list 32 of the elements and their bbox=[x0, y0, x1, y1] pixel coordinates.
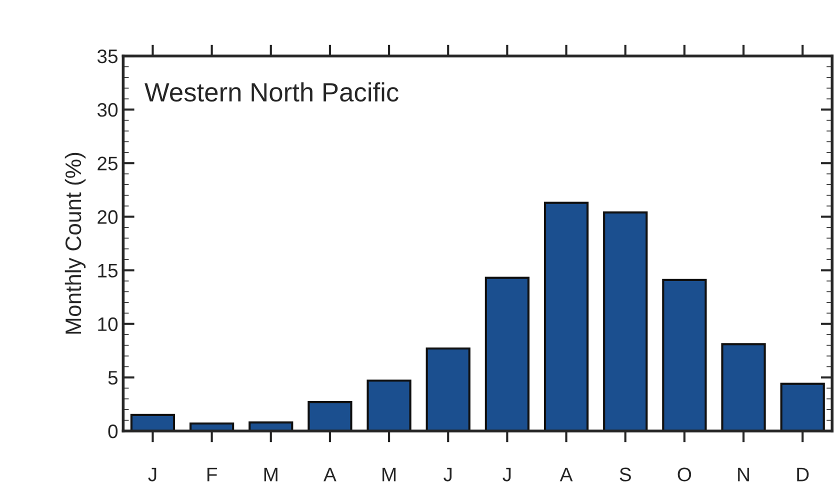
x-tick-label: J bbox=[444, 468, 452, 482]
bar bbox=[130, 414, 176, 431]
bar bbox=[484, 276, 530, 431]
bar bbox=[308, 401, 352, 431]
x-tick-label: A bbox=[560, 468, 573, 482]
bar bbox=[780, 382, 825, 431]
x-tick-label: O bbox=[678, 468, 692, 482]
bar bbox=[426, 347, 470, 431]
y-tick-label: 25 bbox=[98, 156, 118, 170]
x-tick-label: N bbox=[738, 468, 749, 482]
y-tick-label: 5 bbox=[108, 371, 118, 385]
bar bbox=[662, 278, 707, 431]
x-tick-label: F bbox=[207, 468, 217, 482]
y-tick-label: 15 bbox=[98, 264, 118, 278]
bar bbox=[603, 211, 648, 431]
y-tick-label: 20 bbox=[98, 210, 118, 224]
x-tick-label: J bbox=[148, 468, 156, 482]
x-tick-label: D bbox=[797, 468, 809, 482]
y-tick-label: 0 bbox=[108, 424, 118, 438]
bar bbox=[544, 202, 589, 431]
y-tick-label: 30 bbox=[97, 103, 118, 117]
x-tick-label: S bbox=[620, 468, 631, 482]
x-tick-label: M bbox=[382, 468, 396, 482]
bar bbox=[721, 343, 766, 431]
x-tick-label: J bbox=[502, 468, 511, 482]
x-tick-label: A bbox=[324, 468, 336, 482]
text: Western North Pacific bbox=[144, 82, 398, 102]
y-tick-label: 10 bbox=[98, 317, 118, 332]
bar bbox=[366, 380, 412, 431]
y-axis-title: Monthly Count (%) bbox=[64, 152, 86, 334]
x-tick-label: M bbox=[264, 468, 278, 482]
y-tick-label: 35 bbox=[97, 49, 118, 64]
